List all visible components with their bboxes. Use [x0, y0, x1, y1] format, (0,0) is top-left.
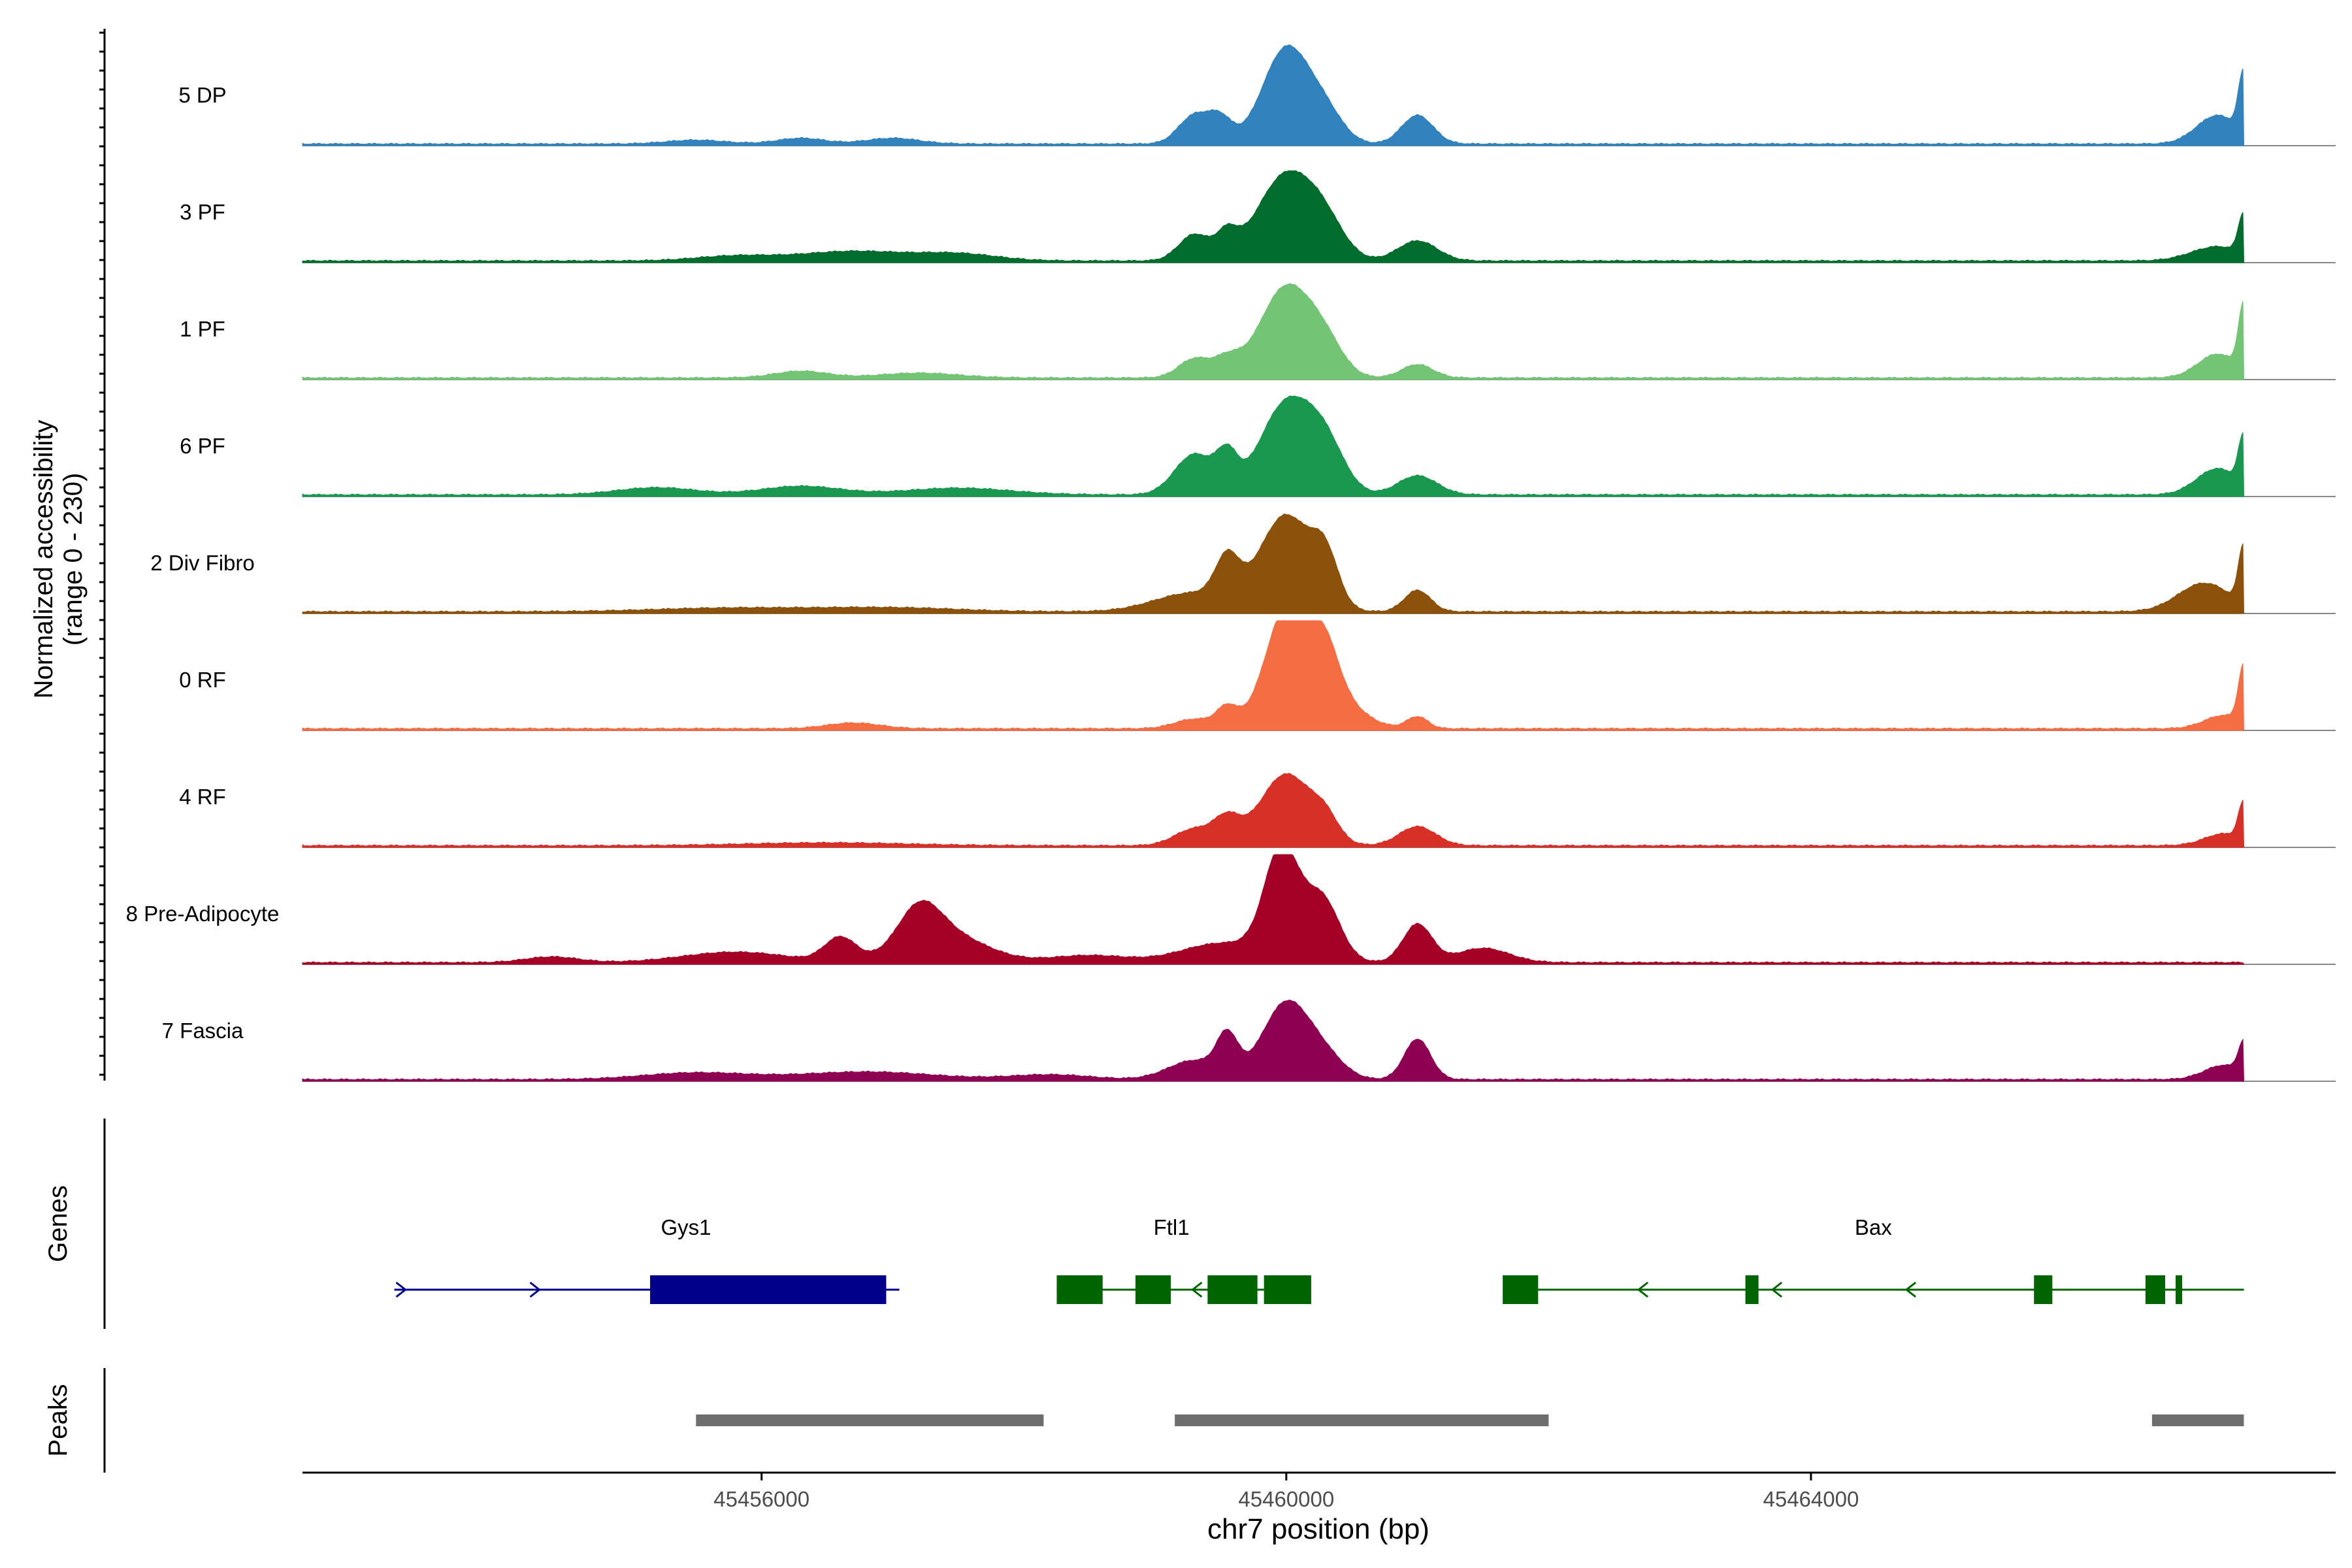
- gene-strand-arrow: [1637, 1281, 1649, 1298]
- gene-strand-arrow: [395, 1281, 407, 1298]
- genes-panel-title: Genes: [44, 1185, 73, 1262]
- peaks-panel-title: Peaks: [44, 1384, 73, 1456]
- gene-exon: [2034, 1275, 2053, 1304]
- gene-exon: [1207, 1275, 1258, 1304]
- gene-exon: [1264, 1275, 1311, 1304]
- gene-exon: [1503, 1275, 1539, 1304]
- coverage-y-axis: Normalized accessibility (range 0 - 230): [29, 29, 106, 1081]
- track-coverage-area: [302, 283, 2245, 380]
- gene-name: Gys1: [661, 1215, 711, 1239]
- track-label: 3 PF: [180, 200, 225, 224]
- gene-name: Bax: [1855, 1215, 1892, 1239]
- gene-strand-arrow: [1771, 1281, 1783, 1298]
- x-tick-label: 45460000: [1238, 1487, 1334, 1511]
- track-coverage-area: [302, 395, 2245, 497]
- gene-strand-arrow: [1904, 1281, 1917, 1298]
- track-label: 5 DP: [178, 83, 226, 107]
- track-coverage-area: [302, 514, 2245, 614]
- track-label: 0 RF: [179, 668, 226, 692]
- gene-exon: [650, 1275, 887, 1304]
- genes-panel: Genes Gys1 Ftl1 Bax: [44, 1119, 2244, 1329]
- track-coverage-area: [302, 854, 2245, 965]
- peak-region: [2151, 1414, 2244, 1426]
- track-coverage-area: [302, 1000, 2245, 1082]
- peak-regions: [696, 1414, 2244, 1426]
- track-6-pf: 6 PF: [180, 395, 2336, 497]
- gene-exon: [1135, 1275, 1171, 1304]
- gene-exon: [1745, 1275, 1759, 1304]
- gene-strand-arrow: [1191, 1281, 1203, 1298]
- gene-exon: [2145, 1275, 2165, 1304]
- gene-exon: [2176, 1275, 2183, 1304]
- gene-ftl1: Ftl1: [1056, 1215, 1311, 1304]
- x-axis-ticks: 45456000 45460000 45464000: [713, 1473, 1859, 1511]
- gene-name: Ftl1: [1154, 1215, 1190, 1239]
- coverage-tracks: 5 DP 3 PF 1 PF 6 PF 2 Div Fibro 0 RF 4 RF 8 Pre…: [126, 44, 2336, 1082]
- track-8-pre-adipocyte: 8 Pre-Adipocyte: [126, 854, 2336, 965]
- peak-region: [1175, 1414, 1549, 1426]
- track-3-pf: 3 PF: [180, 170, 2336, 263]
- track-0-rf: 0 RF: [179, 620, 2336, 731]
- track-1-pf: 1 PF: [180, 283, 2336, 380]
- gene-exon: [1056, 1275, 1103, 1304]
- track-4-rf: 4 RF: [179, 773, 2336, 848]
- track-label: 7 Fascia: [162, 1019, 244, 1043]
- track-label: 2 Div Fibro: [150, 551, 255, 575]
- gene-bax: Bax: [1503, 1215, 2244, 1304]
- track-label: 6 PF: [180, 434, 225, 458]
- track-label: 8 Pre-Adipocyte: [126, 902, 280, 926]
- gene-models: Gys1 Ftl1 Bax: [394, 1215, 2244, 1304]
- gene-gys1: Gys1: [394, 1215, 900, 1304]
- x-tick-label: 45456000: [713, 1487, 809, 1511]
- track-label: 1 PF: [180, 317, 225, 341]
- track-2-div-fibro: 2 Div Fibro: [150, 514, 2336, 614]
- gene-strand-arrow: [529, 1281, 541, 1298]
- peaks-panel: Peaks: [44, 1368, 2244, 1473]
- track-5-dp: 5 DP: [178, 44, 2336, 146]
- track-coverage-area: [302, 620, 2245, 731]
- track-coverage-area: [302, 170, 2245, 263]
- x-axis-title: chr7 position (bp): [1207, 1513, 1429, 1545]
- y-axis-title-line2: (range 0 - 230): [59, 473, 88, 646]
- track-coverage-area: [302, 44, 2245, 146]
- x-axis: 45456000 45460000 45464000 chr7 position (…: [302, 1471, 2336, 1545]
- peak-region: [696, 1414, 1044, 1426]
- track-label: 4 RF: [179, 785, 226, 809]
- y-axis-title-line1: Normalized accessibility: [29, 420, 58, 699]
- coverage-y-ticks: [99, 31, 105, 1076]
- track-coverage-area: [302, 773, 2245, 848]
- track-7-fascia: 7 Fascia: [162, 1000, 2336, 1082]
- x-tick-label: 45464000: [1763, 1487, 1859, 1511]
